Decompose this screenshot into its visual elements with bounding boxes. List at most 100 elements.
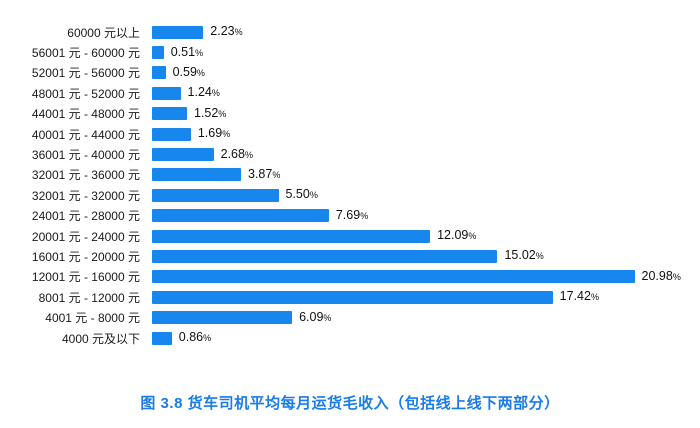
chart-row: 48001 元 - 52000 元 1.24%	[0, 83, 700, 103]
category-label: 56001 元 - 60000 元	[31, 46, 140, 61]
value-number: 2.68	[220, 146, 245, 161]
chart-row: 4000 元及以下 0.86%	[0, 328, 700, 348]
category-label: 32001 元 - 32000 元	[31, 188, 140, 203]
value-label: 1.52%	[193, 105, 227, 121]
category-label: 4000 元及以下	[61, 331, 140, 346]
value-number: 17.42	[559, 289, 591, 304]
chart-row: 52001 元 - 56000 元 0.59%	[0, 63, 700, 83]
chart-row: 8001 元 - 12000 元 17.42%	[0, 287, 700, 307]
value-number: 0.86	[178, 330, 204, 345]
bar-track: 0.86%	[152, 331, 700, 345]
percent-sign: %	[195, 47, 204, 58]
value-label: 2.68%	[220, 146, 253, 162]
percent-sign: %	[323, 312, 332, 323]
bar	[152, 290, 553, 304]
bar	[152, 311, 293, 325]
category-label: 24001 元 - 28000 元	[31, 209, 140, 224]
value-number: 1.52	[193, 105, 219, 120]
percent-sign: %	[360, 210, 369, 221]
bar-chart: 60000 元以上 2.23% 56001 元 - 60000 元 0.51% 5200…	[0, 22, 700, 348]
value-label: 1.69%	[198, 127, 230, 141]
value-number: 2.23	[210, 24, 235, 39]
bar-track: 2.68%	[152, 146, 700, 162]
bar-track: 12.09%	[152, 228, 700, 243]
percent-sign: %	[218, 108, 227, 119]
percent-sign: %	[234, 27, 243, 38]
bar	[152, 209, 329, 223]
bar	[152, 188, 279, 202]
value-number: 12.09	[437, 228, 469, 243]
category-label: 20001 元 - 24000 元	[31, 229, 140, 244]
chart-row: 56001 元 - 60000 元 0.51%	[0, 42, 700, 62]
category-label: 52001 元 - 56000 元	[31, 66, 140, 81]
percent-sign: %	[211, 88, 220, 99]
chart-caption: 图 3.8 货车司机平均每月运货毛收入（包括线上线下两部分）	[140, 395, 560, 412]
bar	[152, 229, 431, 243]
value-label: 2.23%	[210, 25, 242, 39]
percent-sign: %	[590, 292, 599, 303]
bar-track: 1.24%	[152, 86, 700, 100]
bar-track: 1.69%	[152, 127, 700, 141]
bar-track: 1.52%	[152, 105, 700, 121]
value-label: 3.87%	[248, 166, 280, 182]
value-number: 5.50	[285, 187, 310, 202]
percent-sign: %	[468, 231, 477, 242]
chart-row: 24001 元 - 28000 元 7.69%	[0, 206, 700, 226]
value-label: 20.98%	[641, 268, 681, 284]
percent-sign: %	[203, 333, 212, 344]
bar	[152, 107, 187, 121]
percent-sign: %	[244, 149, 253, 160]
percent-sign: %	[535, 251, 544, 262]
chart-row: 40001 元 - 44000 元 1.69%	[0, 124, 700, 144]
chart-row: 32001 元 - 32000 元 5.50%	[0, 185, 700, 205]
bar	[152, 249, 498, 263]
category-label: 48001 元 - 52000 元	[31, 86, 140, 101]
bar-track: 2.23%	[152, 25, 700, 39]
bar	[152, 127, 191, 141]
bar-track: 20.98%	[152, 268, 700, 284]
bar-track: 17.42%	[152, 290, 700, 304]
chart-row: 4001 元 - 8000 元 6.09%	[0, 307, 700, 327]
value-number: 20.98	[641, 268, 673, 283]
bar-track: 15.02%	[152, 249, 700, 263]
bar	[152, 66, 166, 80]
bar	[152, 86, 181, 100]
category-label: 32001 元 - 36000 元	[31, 168, 140, 183]
percent-sign: %	[672, 271, 681, 282]
category-label: 40001 元 - 44000 元	[31, 127, 140, 142]
value-label: 0.59%	[173, 65, 205, 80]
value-number: 3.87	[248, 166, 273, 181]
value-label: 6.09%	[299, 309, 332, 325]
value-label: 5.50%	[286, 188, 318, 202]
chart-row: 32001 元 - 36000 元 3.87%	[0, 165, 700, 185]
category-label: 4001 元 - 8000 元	[45, 311, 140, 326]
percent-sign: %	[196, 67, 205, 78]
bar	[152, 168, 241, 182]
value-number: 6.09	[299, 309, 324, 324]
percent-sign: %	[309, 190, 318, 201]
category-label: 44001 元 - 48000 元	[31, 107, 140, 122]
bar	[152, 270, 635, 284]
category-label: 12001 元 - 16000 元	[31, 270, 140, 285]
bar-track: 7.69%	[152, 207, 700, 223]
value-number: 1.69	[197, 126, 223, 141]
value-label: 15.02%	[504, 249, 543, 263]
value-label: 1.24%	[188, 86, 220, 100]
value-label: 0.86%	[179, 331, 211, 345]
chart-row: 36001 元 - 40000 元 2.68%	[0, 144, 700, 164]
value-label: 7.69%	[335, 207, 369, 223]
bar	[152, 148, 214, 162]
bar-track: 0.59%	[152, 65, 700, 80]
bar-track: 0.51%	[152, 44, 700, 60]
value-number: 0.51	[170, 44, 196, 59]
bar-track: 5.50%	[152, 188, 700, 202]
percent-sign: %	[222, 129, 231, 140]
value-label: 17.42%	[560, 290, 599, 304]
value-number: 7.69	[335, 207, 361, 222]
value-label: 0.51%	[170, 44, 204, 60]
chart-row: 12001 元 - 16000 元 20.98%	[0, 267, 700, 287]
bar-track: 3.87%	[152, 166, 700, 182]
chart-row: 60000 元以上 2.23%	[0, 22, 700, 42]
value-number: 1.24	[187, 85, 212, 100]
